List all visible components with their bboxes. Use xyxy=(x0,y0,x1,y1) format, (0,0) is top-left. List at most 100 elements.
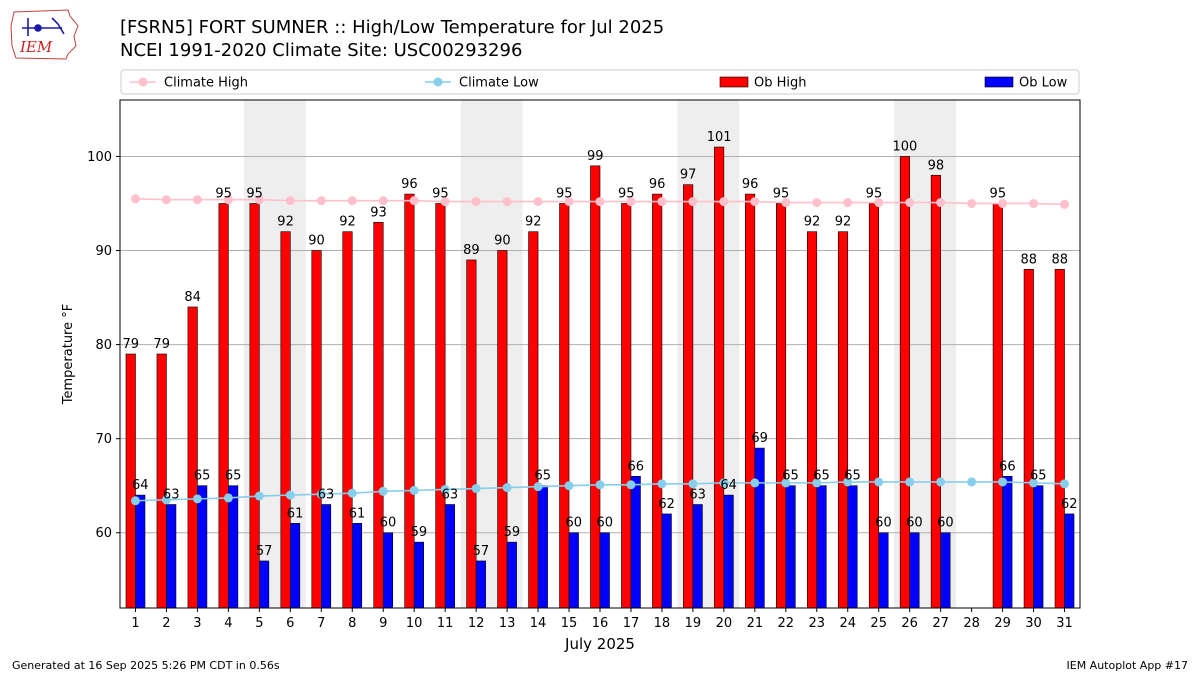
climate-high-point xyxy=(688,197,698,207)
ob-low-value-label: 60 xyxy=(380,516,397,531)
ob-high-value-label: 96 xyxy=(742,177,759,192)
ob-high-value-label: 79 xyxy=(153,337,170,352)
ob-low-value-label: 65 xyxy=(535,469,552,484)
ob-low-value-label: 60 xyxy=(875,516,892,531)
ob-low-value-label: 63 xyxy=(442,488,459,503)
ob-low-bar xyxy=(506,541,517,609)
x-tick-label: 11 xyxy=(437,616,454,631)
ob-low-bar xyxy=(444,504,455,609)
ob-low-bar xyxy=(1002,475,1013,609)
climate-high-point xyxy=(719,197,729,207)
ob-low-bar xyxy=(661,513,672,609)
climate-high-point xyxy=(347,196,357,206)
ob-low-bar xyxy=(228,485,239,609)
ob-low-value-label: 61 xyxy=(349,506,366,521)
logo-weather-icon xyxy=(22,17,65,36)
ob-high-value-label: 97 xyxy=(680,168,697,183)
ob-low-bar xyxy=(1033,485,1044,609)
ob-high-bar xyxy=(156,353,167,609)
ob-high-bar xyxy=(280,231,291,609)
ob-low-bar xyxy=(878,532,889,609)
ob-low-bar xyxy=(351,523,363,609)
ob-low-value-label: 64 xyxy=(132,478,149,493)
climate-low-point xyxy=(657,479,667,489)
y-tick-label: 70 xyxy=(95,432,112,447)
ob-high-bar xyxy=(899,156,910,609)
x-tick-label: 28 xyxy=(963,616,980,631)
legend-climate-high-label: Climate High xyxy=(164,76,248,91)
climate-low-point xyxy=(874,477,884,487)
x-tick-label: 18 xyxy=(654,616,671,631)
ob-low-value-label: 65 xyxy=(194,469,211,484)
ob-low-bar xyxy=(568,532,579,609)
ob-high-bar xyxy=(559,203,570,609)
x-tick-label: 8 xyxy=(348,616,356,631)
ob-low-value-label: 65 xyxy=(782,469,799,484)
ob-low-value-label: 60 xyxy=(596,516,613,531)
generated-timestamp: Generated at 16 Sep 2025 5:26 PM CDT in … xyxy=(12,659,280,672)
ob-high-bar xyxy=(590,165,601,609)
ob-low-value-label: 65 xyxy=(1030,469,1047,484)
x-tick-label: 27 xyxy=(932,616,949,631)
climate-low-point xyxy=(688,479,698,489)
legend-ob-low-swatch xyxy=(984,76,1014,88)
ob-low-value-label: 65 xyxy=(225,469,242,484)
ob-high-value-label: 92 xyxy=(339,215,356,230)
climate-low-point xyxy=(626,480,636,490)
legend-ob-high-label: Ob High xyxy=(754,76,807,91)
climate-low-point xyxy=(533,482,543,492)
climate-high-point xyxy=(192,195,202,205)
ob-high-value-label: 95 xyxy=(990,186,1007,201)
climate-high-point xyxy=(285,196,295,206)
ob-high-value-label: 95 xyxy=(215,186,232,201)
x-tick-label: 14 xyxy=(530,616,547,631)
ob-low-bar xyxy=(537,485,548,609)
ob-high-value-label: 92 xyxy=(525,215,542,230)
ob-high-bar xyxy=(745,193,756,609)
ob-low-bar xyxy=(166,504,177,609)
climate-high-point xyxy=(502,197,512,207)
ob-high-value-label: 96 xyxy=(401,177,418,192)
x-tick-label: 1 xyxy=(131,616,139,631)
climate-high-point xyxy=(161,195,171,205)
climate-low-point xyxy=(936,477,946,487)
x-tick-label: 15 xyxy=(561,616,578,631)
x-tick-label: 2 xyxy=(162,616,170,631)
ob-low-bar xyxy=(909,532,920,609)
ob-low-bar xyxy=(1064,513,1075,609)
ob-low-value-label: 60 xyxy=(906,516,923,531)
climate-high-point xyxy=(657,197,667,207)
climate-low-point xyxy=(440,484,450,494)
ob-low-bar xyxy=(135,494,146,609)
ob-low-value-label: 64 xyxy=(720,478,737,493)
ob-high-value-label: 93 xyxy=(370,205,387,220)
ob-high-value-label: 96 xyxy=(649,177,666,192)
ob-low-bar xyxy=(475,560,486,609)
climate-low-point xyxy=(1029,478,1039,488)
ob-high-bar xyxy=(342,231,353,609)
legend-climate-high-marker xyxy=(138,77,148,87)
ob-low-bar xyxy=(754,447,765,609)
x-tick-label: 4 xyxy=(224,616,232,631)
x-tick-label: 30 xyxy=(1025,616,1042,631)
climate-high-point xyxy=(750,197,760,207)
ob-low-bar xyxy=(847,485,858,609)
ob-low-bar xyxy=(320,504,332,609)
climate-low-point xyxy=(812,478,822,488)
ob-low-bar xyxy=(940,532,951,609)
climate-low-point xyxy=(564,481,574,491)
ob-low-bar xyxy=(382,532,394,609)
legend-climate-low-label: Climate Low xyxy=(459,76,539,91)
climate-high-point xyxy=(967,198,977,208)
climate-low-point xyxy=(719,478,729,488)
ob-high-bar xyxy=(1023,269,1034,609)
ob-low-value-label: 62 xyxy=(658,497,675,512)
climate-high-point xyxy=(223,195,233,205)
climate-high-point xyxy=(533,197,543,207)
y-tick-label: 80 xyxy=(95,338,112,353)
ob-high-value-label: 79 xyxy=(122,337,139,352)
legend-climate-low-marker xyxy=(433,77,443,87)
ob-low-value-label: 59 xyxy=(411,525,428,540)
ob-high-value-label: 100 xyxy=(893,139,918,154)
